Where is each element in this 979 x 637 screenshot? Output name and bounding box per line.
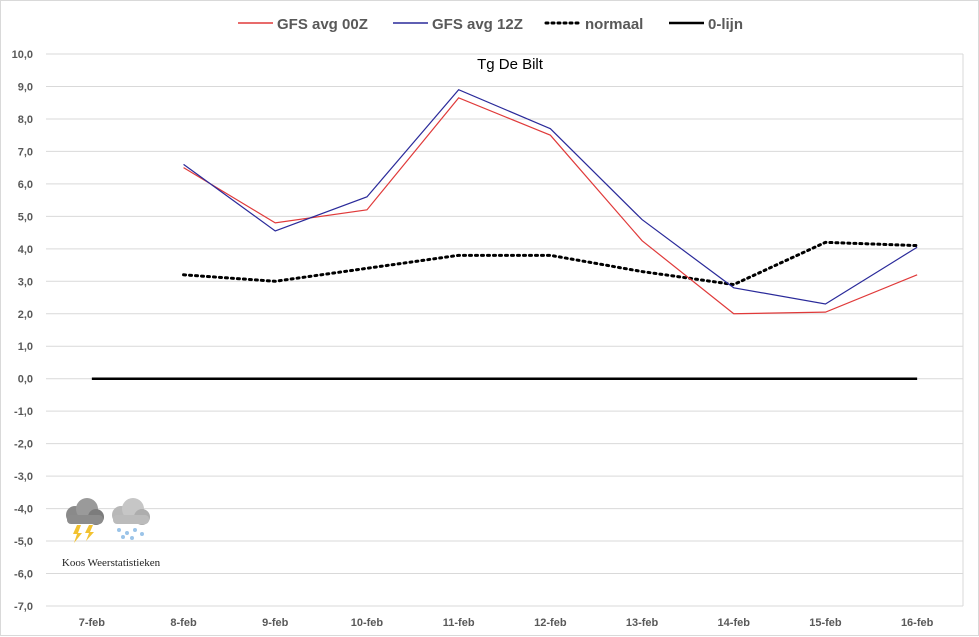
watermark-text: Koos Weerstatistieken bbox=[62, 557, 161, 569]
y-axis-ticks: 10,0 9,0 8,0 7,0 6,0 5,0 4,0 3,0 2,0 1,0 0,0 -1,0 -2… bbox=[12, 49, 33, 613]
y-tick-label: 5,0 bbox=[18, 211, 33, 223]
legend-label: 0-lijn bbox=[708, 16, 743, 33]
y-tick-label: -1,0 bbox=[14, 406, 33, 418]
y-tick-label: 3,0 bbox=[18, 276, 33, 288]
snow-cloud-icon bbox=[112, 498, 150, 540]
y-tick-label: 4,0 bbox=[18, 244, 33, 256]
series-line-gfs-avg-00z bbox=[183, 97, 918, 315]
x-tick-label: 9-feb bbox=[262, 617, 289, 629]
x-tick-label: 8-feb bbox=[170, 617, 197, 629]
y-tick-label: 9,0 bbox=[18, 81, 33, 93]
y-tick-label: -4,0 bbox=[14, 504, 33, 516]
x-tick-label: 11-feb bbox=[443, 617, 475, 629]
series-lines bbox=[91, 88, 919, 380]
thunderstorm-cloud-icon bbox=[66, 498, 104, 543]
y-tick-label: 8,0 bbox=[18, 114, 33, 126]
y-tick-label: -2,0 bbox=[14, 439, 33, 451]
series-line-gfs-avg-12z bbox=[183, 88, 918, 305]
x-tick-label: 16-feb bbox=[901, 617, 934, 629]
y-tick-label: 2,0 bbox=[18, 309, 33, 321]
y-tick-label: 10,0 bbox=[12, 49, 33, 61]
x-tick-label: 15-feb bbox=[809, 617, 842, 629]
chart-title: Tg De Bilt bbox=[477, 56, 544, 73]
x-tick-label: 13-feb bbox=[626, 617, 659, 629]
legend-label: GFS avg 12Z bbox=[432, 16, 523, 33]
x-tick-label: 10-feb bbox=[351, 617, 384, 629]
y-tick-label: -3,0 bbox=[14, 471, 33, 483]
legend-label: normaal bbox=[585, 16, 643, 33]
x-axis-ticks: 7-feb 8-feb 9-feb 10-feb 11-feb 12-feb 13-feb 1… bbox=[79, 617, 934, 629]
x-tick-label: 14-feb bbox=[718, 617, 751, 629]
watermark-logo: Koos Weerstatistieken bbox=[62, 498, 161, 569]
y-tick-label: -5,0 bbox=[14, 536, 33, 548]
x-tick-label: 7-feb bbox=[79, 617, 106, 629]
x-tick-label: 12-feb bbox=[534, 617, 567, 629]
y-tick-label: 7,0 bbox=[18, 146, 33, 158]
y-tick-label: -7,0 bbox=[14, 601, 33, 613]
series-line-normaal bbox=[182, 240, 919, 287]
y-tick-label: 0,0 bbox=[18, 374, 33, 386]
y-tick-label: 6,0 bbox=[18, 179, 33, 191]
y-tick-label: -6,0 bbox=[14, 569, 33, 581]
legend-label: GFS avg 00Z bbox=[277, 16, 368, 33]
legend: GFS avg 00Z GFS avg 12Z normaal 0-lijn bbox=[238, 16, 743, 33]
gridlines bbox=[46, 53, 964, 607]
y-tick-label: 1,0 bbox=[18, 341, 33, 353]
